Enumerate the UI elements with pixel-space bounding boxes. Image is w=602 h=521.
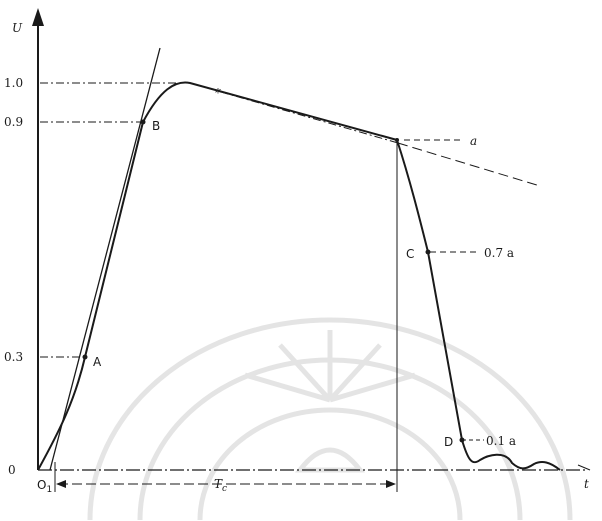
point-a-marker [82, 354, 88, 360]
y-tick-0-3: 0.3 [4, 350, 23, 364]
point-d-label: D [444, 435, 453, 449]
point-b-marker [140, 119, 146, 125]
point-a-label: A [93, 355, 102, 369]
x-axis-label: t [584, 477, 589, 491]
reference-lines [40, 82, 541, 485]
point-b-label: B [152, 119, 160, 133]
vertical-guides [54, 140, 398, 492]
watermark-emblem [87, 317, 573, 521]
duration-label: Tc [214, 477, 227, 494]
point-markers [82, 119, 465, 443]
duration-arrow-left [56, 480, 66, 488]
point-c-label: C [406, 247, 414, 261]
peak-marker [395, 138, 399, 142]
duration-arrow-right [386, 480, 396, 488]
axes [32, 8, 591, 471]
y-tick-0-9: 0.9 [4, 115, 23, 129]
point-seven-a-label: 0.7 a [484, 246, 514, 260]
origin-label: O1 [37, 478, 52, 495]
tail-trend-extension [397, 142, 541, 187]
duration-subscript: c [222, 484, 227, 494]
point-one-a-label: 0.1 a [486, 434, 516, 448]
duration-arrows [56, 480, 396, 488]
a-label: a [470, 134, 477, 148]
y-axis-label: U [12, 21, 23, 35]
y-tick-1-0: 1.0 [4, 76, 23, 90]
origin-letter: O [37, 478, 46, 492]
point-d-marker [459, 437, 465, 443]
point-c-marker [425, 249, 431, 255]
front-construction-line [49, 47, 161, 471]
origin-subscript: 1 [46, 485, 52, 495]
star-mark: * [215, 86, 221, 100]
x-axis-arrow-mark [577, 464, 591, 471]
y-tick-0: 0 [8, 463, 16, 477]
y-axis-arrow [32, 8, 44, 26]
duration-letter: T [214, 477, 223, 491]
